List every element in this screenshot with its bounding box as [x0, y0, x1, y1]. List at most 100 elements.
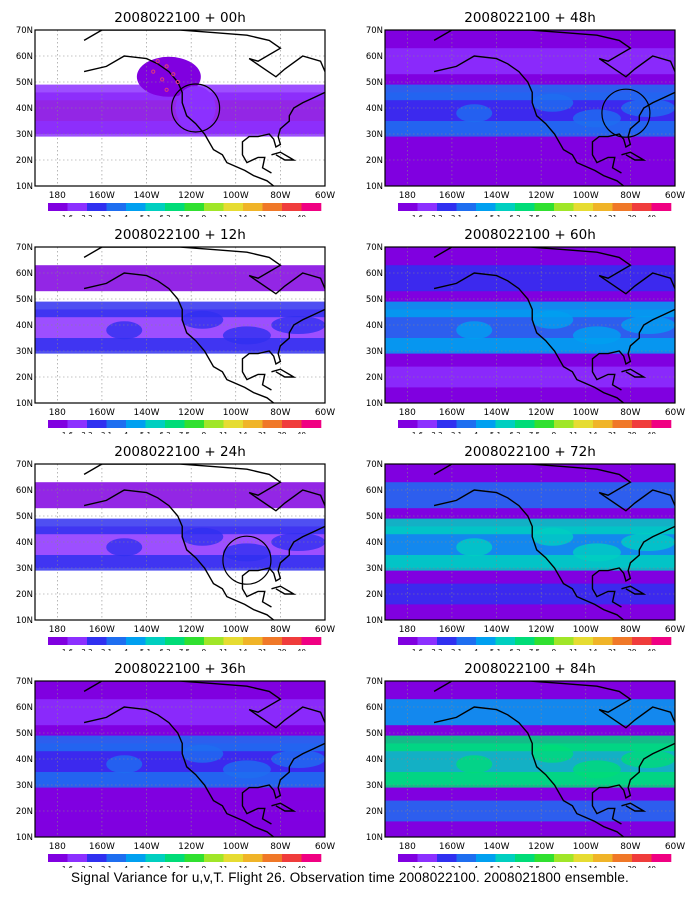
- lon-tick-label: 140W: [133, 408, 159, 418]
- colorbar-label: 3.1: [101, 865, 112, 868]
- colorbar-swatch: [554, 420, 574, 428]
- lat-tick-label: 10N: [366, 399, 383, 409]
- lon-tick-label: 160W: [439, 842, 465, 852]
- colorbar-label: 29: [628, 431, 637, 434]
- colorbar-label: 21: [258, 214, 267, 217]
- colorbar-swatch: [456, 203, 477, 211]
- colorbar-label: 40: [297, 431, 306, 434]
- colorbar-swatch: [632, 637, 652, 645]
- colorbar-swatch: [223, 854, 244, 862]
- variance-field: [35, 681, 325, 837]
- colorbar-label: 21: [258, 865, 267, 868]
- lat-tick-label: 20N: [16, 156, 33, 166]
- lon-tick-label: 180: [49, 625, 66, 635]
- colorbar-label: 11: [569, 648, 578, 651]
- colorbar-label: 9: [552, 648, 556, 651]
- lon-tick-label: 120W: [528, 191, 554, 201]
- variance-field: [35, 247, 325, 403]
- colorbar-label: 21: [258, 648, 267, 651]
- colorbar-label: 2.2: [431, 431, 442, 434]
- colorbar-label: 5.1: [140, 214, 151, 217]
- colorbar-label: 6.3: [159, 214, 170, 217]
- colorbar-swatch: [554, 854, 574, 862]
- lon-tick-label: 60W: [315, 842, 335, 852]
- colorbar-swatch: [184, 420, 205, 428]
- colorbar-swatch: [437, 203, 457, 211]
- colorbar-label: 1.6: [412, 648, 424, 651]
- lat-tick-label: 30N: [16, 130, 33, 140]
- colorbar-swatch: [417, 637, 438, 645]
- colorbar-label: 5.1: [490, 431, 501, 434]
- colorbar-swatch: [262, 203, 283, 211]
- colorbar-label: 6.3: [159, 865, 170, 868]
- lon-tick-label: 80W: [270, 408, 290, 418]
- colorbar-swatch: [184, 203, 205, 211]
- colorbar-label: 4: [124, 214, 129, 217]
- panel-title: 2008022100 + 60h: [464, 227, 596, 243]
- lat-tick-label: 70N: [366, 243, 383, 253]
- lon-tick-label: 100W: [223, 625, 249, 635]
- colorbar-label: 29: [278, 648, 287, 651]
- colorbar-swatch: [87, 203, 107, 211]
- colorbar-swatch: [437, 854, 457, 862]
- lat-tick-label: 50N: [16, 78, 33, 88]
- colorbar-label: 14: [239, 865, 248, 868]
- lat-tick-label: 70N: [16, 26, 33, 36]
- colorbar-swatch: [106, 854, 127, 862]
- lat-tick-label: 10N: [16, 833, 33, 843]
- colorbar-swatch: [456, 420, 477, 428]
- colorbar-label: 9: [202, 431, 206, 434]
- lon-tick-label: 160W: [89, 191, 115, 201]
- colorbar-swatch: [223, 637, 244, 645]
- lat-tick-label: 30N: [16, 347, 33, 357]
- lon-tick-label: 60W: [315, 625, 335, 635]
- lon-tick-label: 180: [399, 408, 416, 418]
- panel-title: 2008022100 + 24h: [114, 444, 246, 460]
- lat-tick-label: 20N: [16, 590, 33, 600]
- lat-tick-label: 10N: [16, 182, 33, 192]
- colorbar-swatch: [243, 203, 263, 211]
- lat-tick-label: 20N: [366, 156, 383, 166]
- colorbar-swatch: [398, 854, 418, 862]
- colorbar-label: 9: [552, 431, 556, 434]
- lat-tick-label: 40N: [366, 755, 383, 765]
- lat-tick-label: 10N: [366, 182, 383, 192]
- colorbar-label: 40: [647, 865, 656, 868]
- lat-tick-label: 30N: [366, 130, 383, 140]
- map-panel: 2008022100 + 48h 70N 60N 50N 40N 30N 20N 10N 180…: [366, 10, 685, 217]
- colorbar-swatch: [417, 420, 438, 428]
- colorbar-label: 11: [219, 431, 228, 434]
- lat-tick-label: 40N: [16, 755, 33, 765]
- colorbar-swatch: [398, 420, 418, 428]
- lon-tick-label: 120W: [178, 191, 204, 201]
- lat-tick-label: 40N: [366, 538, 383, 548]
- lon-tick-label: 60W: [665, 625, 685, 635]
- colorbar-label: 29: [278, 431, 287, 434]
- colorbar-swatch: [165, 637, 185, 645]
- colorbar-label: 14: [589, 431, 598, 434]
- colorbar-label: 14: [239, 431, 248, 434]
- colorbar-label: 1.6: [62, 865, 74, 868]
- colorbar-swatch: [243, 854, 263, 862]
- lat-tick-label: 70N: [16, 243, 33, 253]
- colorbar-swatch: [165, 420, 185, 428]
- colorbar-label: 9: [552, 865, 556, 868]
- colorbar-label: 1.6: [412, 214, 424, 217]
- colorbar-label: 9: [552, 214, 556, 217]
- colorbar-label: 29: [628, 214, 637, 217]
- panel-title: 2008022100 + 36h: [114, 661, 246, 677]
- colorbar-swatch: [437, 637, 457, 645]
- panel-title: 2008022100 + 72h: [464, 444, 596, 460]
- lon-tick-label: 140W: [133, 625, 159, 635]
- colorbar-label: 7.5: [529, 865, 540, 868]
- colorbar-swatch: [204, 203, 224, 211]
- observation-dot: [151, 69, 156, 74]
- variance-field: [385, 30, 675, 186]
- lat-tick-label: 20N: [366, 590, 383, 600]
- lon-tick-label: 100W: [223, 408, 249, 418]
- lon-tick-label: 100W: [223, 191, 249, 201]
- colorbar-label: 9: [202, 648, 206, 651]
- colorbar-swatch: [165, 854, 185, 862]
- colorbar-swatch: [573, 420, 594, 428]
- colorbar-label: 14: [589, 865, 598, 868]
